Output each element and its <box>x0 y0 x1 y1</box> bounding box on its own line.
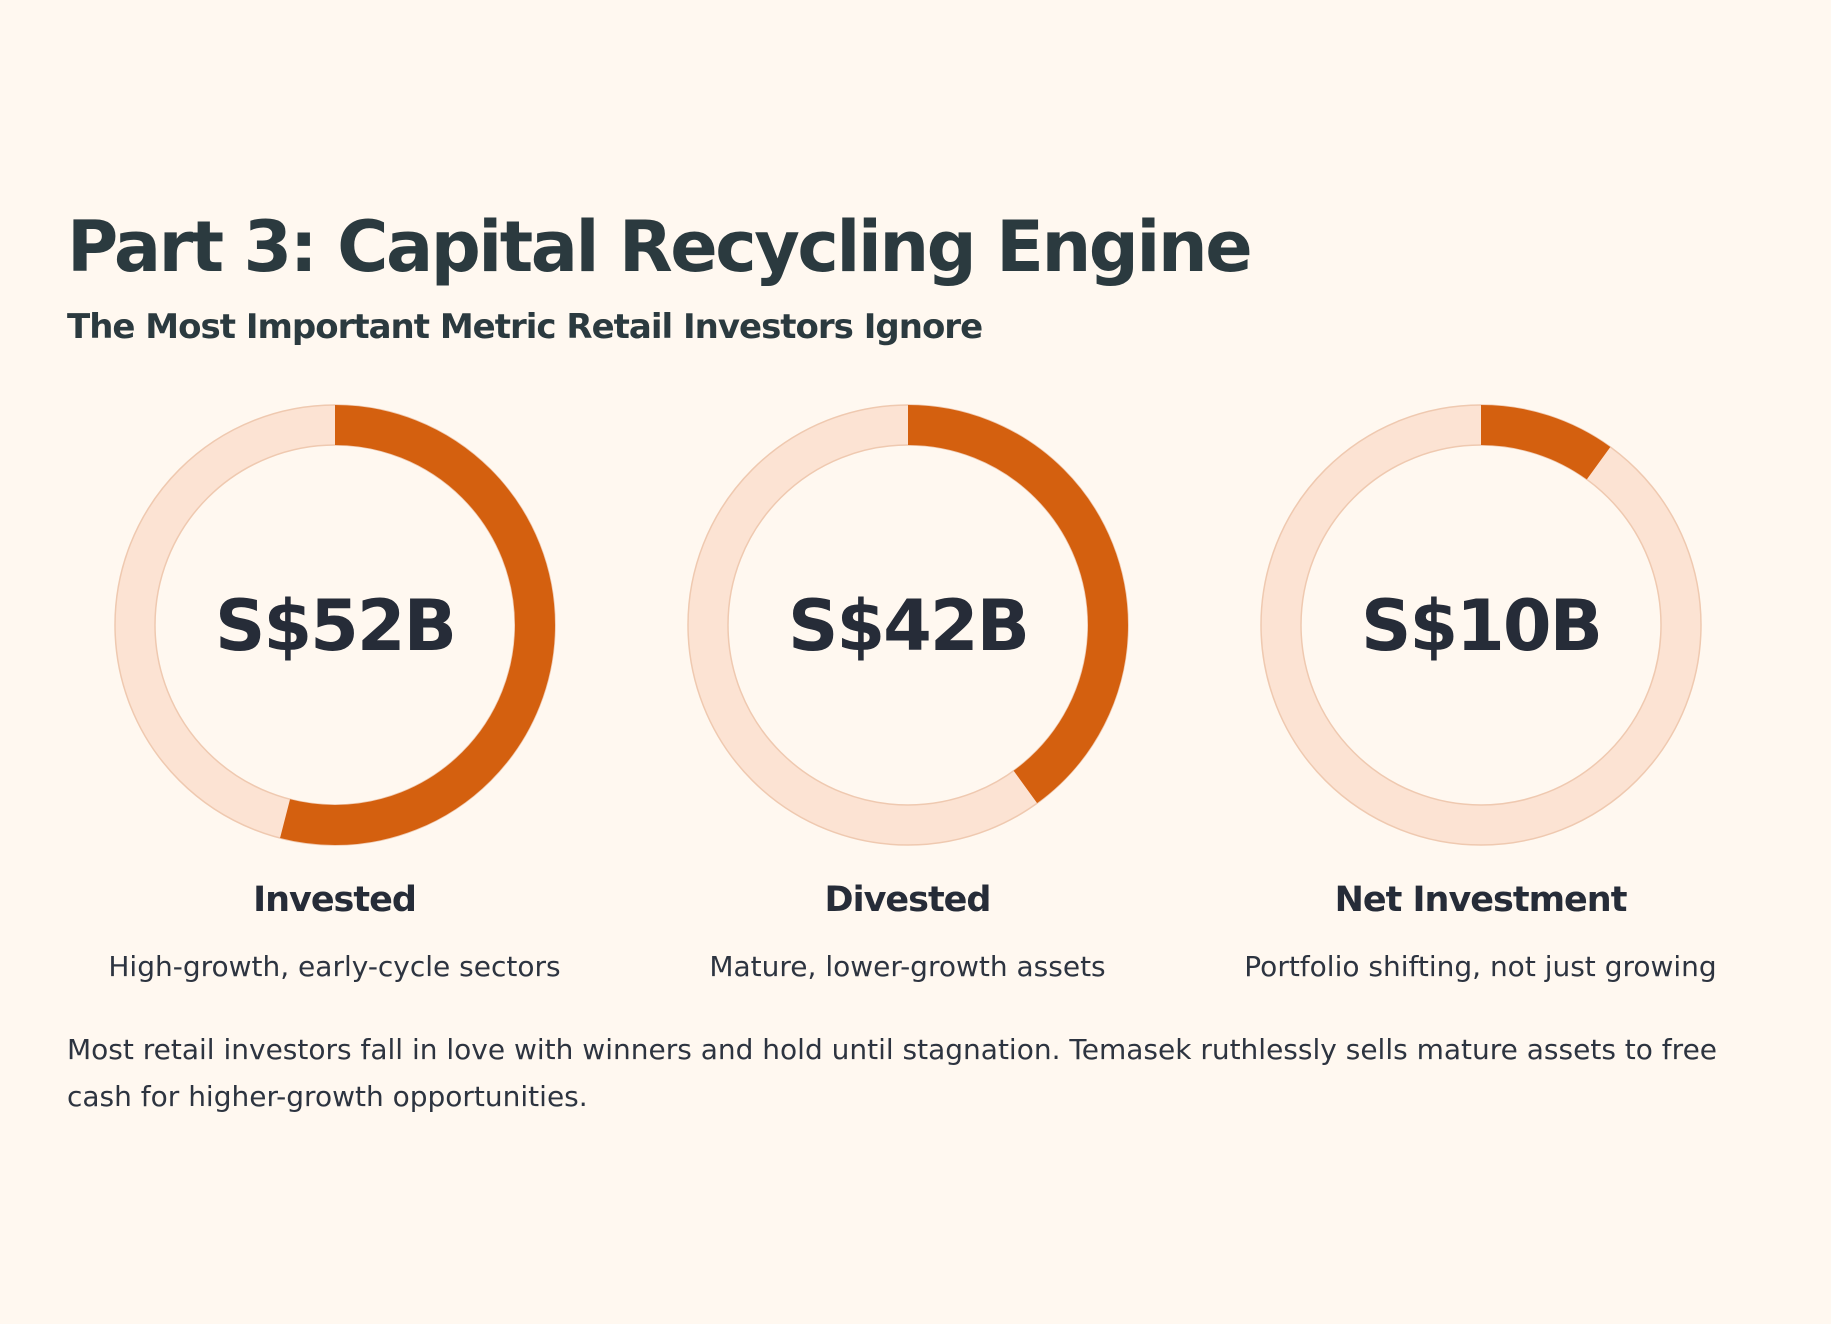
card-desc-divested: Mature, lower-growth assets <box>709 950 1106 983</box>
card-label-net-investment: Net Investment <box>1334 880 1628 920</box>
card-desc-net-investment: Portfolio shifting, not just growing <box>1244 950 1717 983</box>
page-subtitle: The Most Important Metric Retail Investo… <box>67 307 983 347</box>
card-label-divested: Divested <box>824 880 992 920</box>
donut-value-divested: S$42B <box>788 585 1028 667</box>
donut-net-investment: S$10B <box>1260 404 1702 846</box>
donut-value-net-investment: S$10B <box>1361 585 1601 667</box>
card-desc-invested: High-growth, early-cycle sectors <box>108 950 561 983</box>
donut-divested: S$42B <box>687 404 1129 846</box>
page-title: Part 3: Capital Recycling Engine <box>67 206 1253 288</box>
body-text: Most retail investors fall in love with … <box>67 1033 1718 1113</box>
donut-arc-invested <box>115 405 555 845</box>
donut-value-invested: S$52B <box>215 585 455 667</box>
donut-arc-net-investment <box>1261 405 1701 845</box>
donut-invested: S$52B <box>114 404 556 846</box>
donut-arc-divested <box>688 405 1128 845</box>
card-label-invested: Invested <box>253 880 417 920</box>
